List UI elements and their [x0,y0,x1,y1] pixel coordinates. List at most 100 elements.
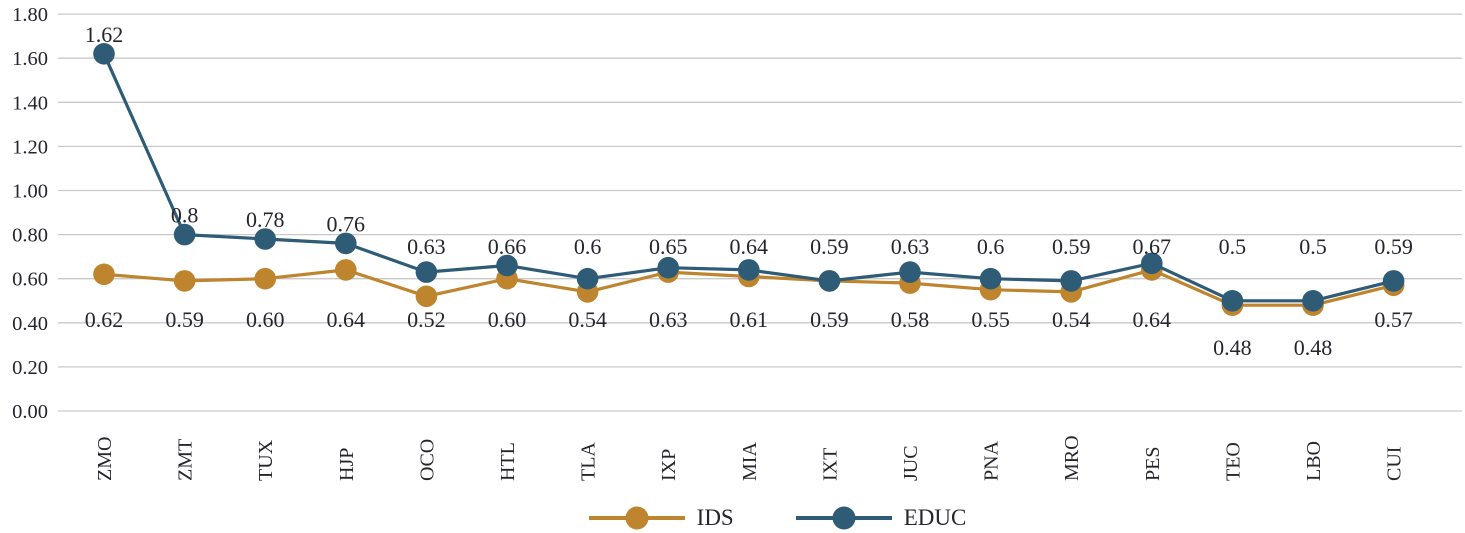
y-axis-tick-label: 1.20 [12,136,48,158]
educ-marker [1302,290,1324,312]
educ-data-label: 0.76 [327,211,366,236]
educ-data-label: 0.5 [1219,234,1247,259]
educ-data-label: 0.6 [574,234,602,259]
educ-data-label: 0.59 [1052,234,1091,259]
x-axis-category-label: OCO [416,439,438,481]
x-axis-labels: ZMO ZMT TUX HJP OCO HTL TLA IXP MIA IXT JUC PNA MRO P… [94,435,1406,481]
ids-marker [93,263,115,286]
legend-item-ids: IDS [588,505,734,530]
y-axis-labels: 0.00 0.20 0.40 0.60 0.80 1.00 1.20 1.40 1.60 1.80 [12,4,48,423]
ids-data-label: 0.63 [649,307,688,332]
x-axis-category-label: LBO [1303,441,1325,481]
y-axis-tick-label: 1.00 [12,181,48,203]
educ-marker [979,267,1002,290]
legend-item-educ: EDUC [795,505,967,530]
ids-data-label: 0.48 [1213,335,1252,360]
y-axis-tick-label: 0.20 [12,357,48,379]
educ-marker [1060,270,1082,292]
educ-marker [93,43,115,65]
educ-data-label: 1.62 [85,22,124,47]
ids-data-label: 0.54 [568,307,607,332]
educ-data-labels: 1.62 0.8 0.78 0.76 0.63 0.66 0.6 0.65 0.64 0.59 0.… [85,22,1413,259]
y-axis-tick-label: 1.80 [12,4,48,26]
educ-data-label: 0.67 [1133,234,1172,259]
x-axis-category-label: MRO [1061,435,1083,481]
y-axis-tick-label: 0.80 [12,225,48,247]
ids-line-marker-icon [588,506,685,529]
y-axis-tick-label: 0.40 [12,313,48,335]
educ-marker [496,254,518,277]
ids-marker [415,285,438,308]
educ-marker [576,267,599,290]
educ-data-label: 0.8 [171,203,199,228]
legend-label-educ: EDUC [903,505,967,530]
x-axis-category-label: TLA [578,442,600,481]
x-axis-category-label: HJP [336,448,358,481]
educ-marker [899,261,921,283]
educ-data-label: 0.59 [810,234,849,259]
chart-legend: IDS EDUC [45,506,1465,529]
educ-marker [818,270,841,292]
legend-label-ids: IDS [696,505,734,530]
ids-data-label: 0.57 [1374,307,1413,332]
x-axis-category-label: HTL [497,442,519,481]
x-axis-category-label: IXP [658,449,680,481]
educ-line-marker-icon [795,506,892,529]
x-axis-category-label: ZMT [175,439,197,481]
educ-data-label: 0.6 [977,234,1005,259]
ids-data-label: 0.48 [1294,335,1333,360]
ids-data-label: 0.54 [1052,307,1091,332]
educ-data-label: 0.5 [1299,234,1327,259]
ids-marker [254,267,276,290]
x-axis-category-label: CUI [1384,447,1406,481]
educ-marker [738,259,760,281]
educ-marker [335,232,357,255]
x-axis-category-label: ZMO [94,437,116,481]
educ-dot-icon [832,506,856,529]
educ-data-label: 0.63 [891,234,930,259]
ids-data-label: 0.59 [810,307,849,332]
educ-data-label: 0.63 [407,234,446,259]
x-axis-category-label: IXT [819,448,841,481]
gridlines [58,13,1462,412]
x-axis-category-label: TEO [1222,442,1244,481]
y-axis-tick-label: 1.60 [12,48,48,70]
educ-data-label: 0.78 [246,207,285,232]
x-axis-category-label: PES [1142,447,1164,481]
ids-data-label: 0.64 [327,307,366,332]
ids-data-labels: 0.62 0.59 0.60 0.64 0.52 0.60 0.54 0.63 0.61 0.59… [85,307,1413,360]
educ-data-label: 0.59 [1374,234,1413,259]
educ-marker [254,228,276,250]
ids-marker [335,259,357,281]
ids-data-label: 0.52 [407,307,446,332]
ids-data-label: 0.60 [246,307,285,332]
educ-marker [173,223,196,246]
ids-data-label: 0.60 [488,307,527,332]
ids-data-label: 0.55 [971,307,1010,332]
educ-marker [1221,290,1244,312]
ids-data-label: 0.61 [730,307,769,332]
educ-data-label: 0.66 [488,234,527,259]
y-axis-tick-label: 1.40 [12,92,48,114]
series-educ [93,43,1405,312]
ids-marker [173,270,196,292]
x-axis-category-label: MIA [739,442,761,481]
x-axis-category-label: TUX [255,439,277,481]
educ-marker [657,256,679,279]
ids-data-label: 0.62 [85,307,124,332]
ids-data-label: 0.59 [165,307,204,332]
educ-marker [1382,270,1405,292]
x-axis-category-label: JUC [900,445,922,481]
ids-data-label: 0.58 [891,307,930,332]
x-axis-category-label: PNA [981,440,1003,481]
ids-data-label: 0.64 [1133,307,1172,332]
y-axis-tick-label: 0.00 [12,401,48,423]
educ-data-label: 0.64 [730,234,769,259]
educ-marker [1141,252,1163,275]
ids-dot-icon [625,506,649,529]
educ-data-label: 0.65 [649,234,688,259]
y-axis-tick-label: 0.60 [12,269,48,291]
educ-marker [415,261,438,283]
